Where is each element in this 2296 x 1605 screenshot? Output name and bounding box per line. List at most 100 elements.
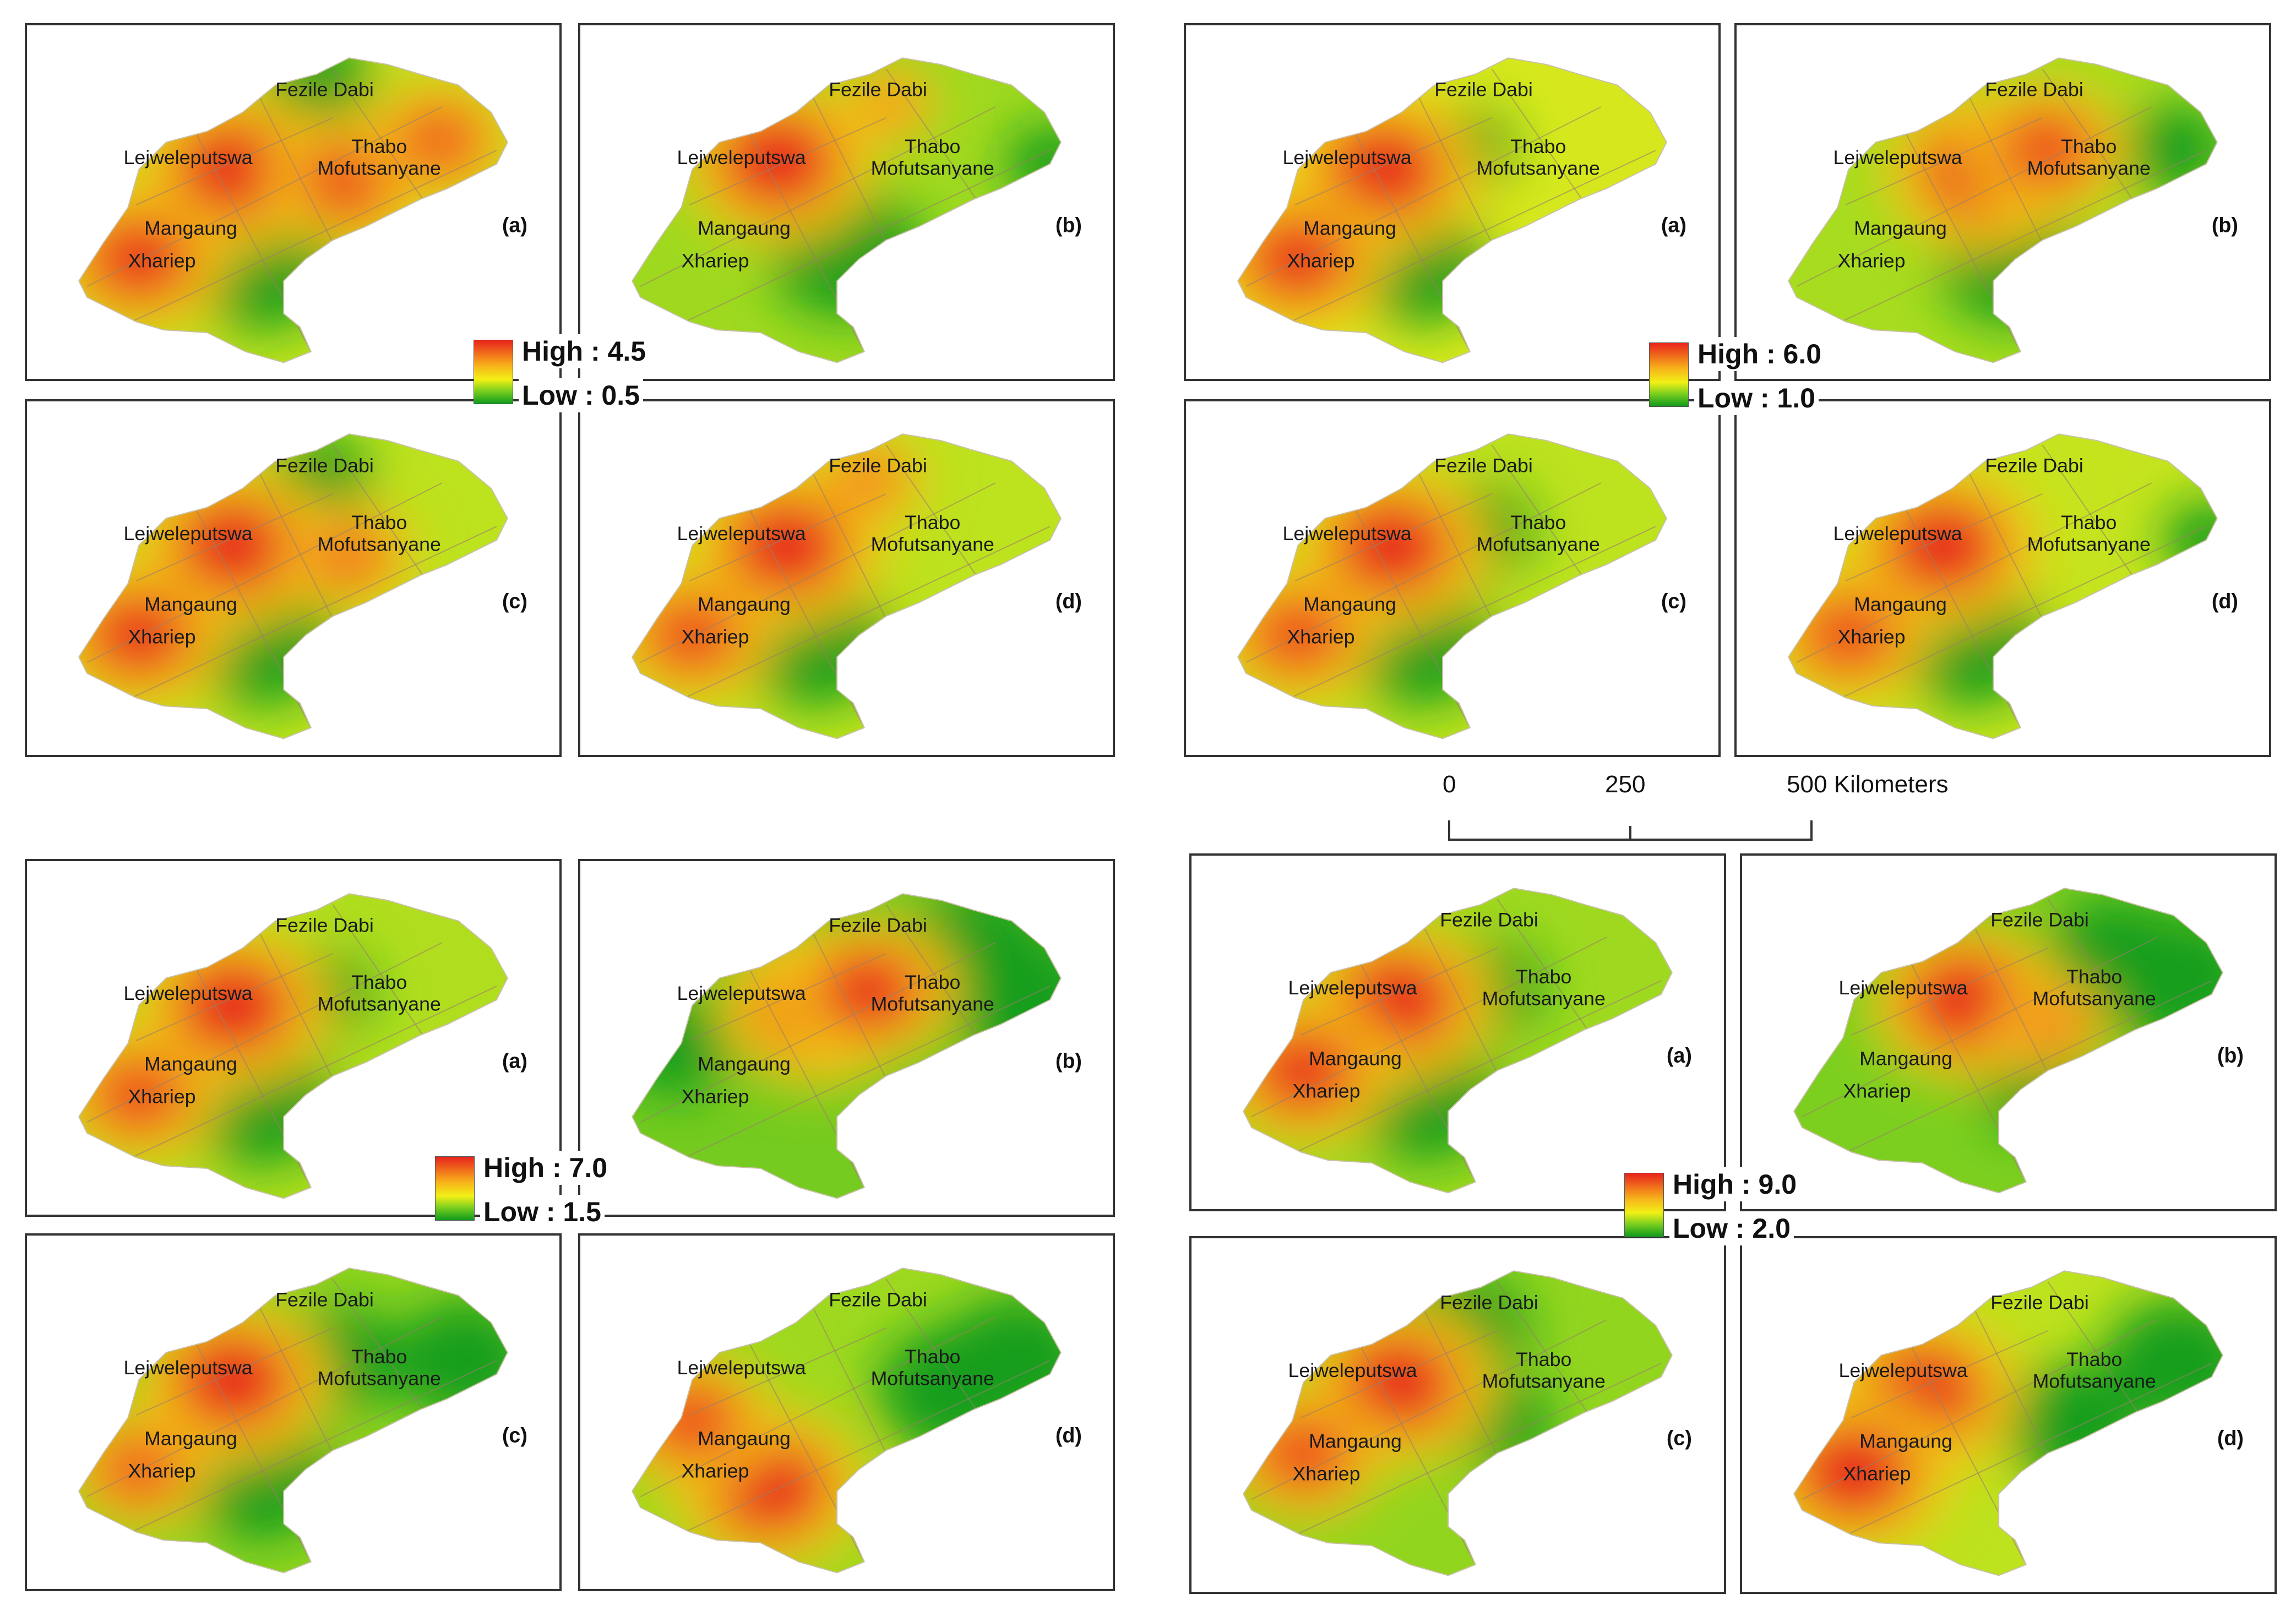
district-boundary [135, 1327, 333, 1416]
hot-spot [641, 594, 743, 676]
district-label: Thabo [1510, 135, 1566, 157]
district-label: Fezile Dabi [1440, 1291, 1538, 1313]
province-outline [78, 893, 508, 1199]
district-boundary [1851, 1330, 2048, 1418]
province-outline [632, 433, 1062, 739]
cold-spot [266, 58, 372, 124]
district-label: Mofutsanyane [871, 157, 994, 179]
panel-label: (a) [502, 1049, 527, 1072]
province-outline [1237, 433, 1667, 739]
province-outline [78, 433, 508, 739]
map-panel: Fezile Dabi Thabo Mofutsanyane Lejweleputsw… [578, 399, 1115, 757]
district-label: Xhariep [1292, 1080, 1360, 1102]
district-label: Fezile Dabi [1434, 78, 1533, 100]
map-panel: Fezile Dabi Thabo Mofutsanyane Lejweleputsw… [1740, 853, 2277, 1211]
district-label: Thabo [1510, 512, 1566, 534]
cold-spot [2103, 914, 2223, 1045]
hot-spot [84, 214, 194, 304]
panel-label: (c) [502, 1423, 527, 1446]
district-label: Thabo [351, 1346, 407, 1368]
district-boundary [86, 942, 443, 1123]
district-boundary [86, 1316, 443, 1497]
district-label: Thabo [905, 512, 960, 534]
district-label: Lejweleputswa [677, 523, 806, 545]
district-label: Mofutsanyane [1482, 1370, 1606, 1392]
district-label: Mofutsanyane [2033, 1370, 2156, 1392]
district-label: Lejweleputswa [123, 1357, 252, 1379]
cold-spot [632, 996, 734, 1096]
district-boundary [640, 1316, 996, 1497]
district-boundary [689, 493, 886, 581]
district-boundary [1278, 980, 1662, 1161]
legend-color-ramp [1649, 342, 1689, 407]
district-label: Thabo [905, 1346, 960, 1368]
province-outline [1788, 57, 2218, 363]
panel-label: (d) [1055, 1423, 1082, 1446]
district-label: Fezile Dabi [1985, 454, 2083, 476]
district-boundary [1251, 1319, 1607, 1500]
hot-spot [858, 79, 920, 128]
district-boundary [114, 526, 497, 707]
hot-spot [1243, 214, 1353, 304]
district-label: Xhariep [128, 250, 195, 272]
district-boundary [689, 953, 886, 1041]
district-label: Lejweleputswa [1838, 977, 1967, 999]
district-label: Thabo [351, 971, 407, 993]
district-label: Mangaung [1854, 217, 1947, 239]
district-boundary [667, 150, 1051, 331]
district-boundary [689, 117, 886, 205]
hot-spot [84, 590, 194, 680]
district-label: Xhariep [128, 1086, 195, 1108]
district-label: Xhariep [681, 250, 749, 272]
district-boundary [1796, 106, 2152, 287]
district-label: Mangaung [1309, 1047, 1402, 1069]
scale-bar: 0 250 500 Kilometers [1410, 771, 1960, 853]
district-label: Mofutsanyane [2027, 534, 2151, 556]
district-label: Xhariep [1837, 626, 1905, 648]
legend-b: High : 6.0 Low : 1.0 [1649, 337, 1869, 425]
district-boundary [1824, 526, 2207, 707]
district-label: Mangaung [144, 593, 237, 615]
district-label: Fezile Dabi [275, 1288, 374, 1310]
district-label: Xhariep [1287, 250, 1354, 272]
province-outline [1237, 57, 1667, 363]
district-boundary [1802, 937, 2158, 1117]
district-label: Mofutsanyane [318, 1368, 441, 1390]
district-label: Lejweleputswa [1288, 977, 1417, 999]
district-label: Fezile Dabi [1434, 454, 1533, 476]
district-label: Mofutsanyane [318, 157, 441, 179]
hot-spot [393, 103, 485, 177]
district-label: Mangaung [1309, 1430, 1402, 1452]
district-label: Lejweleputswa [123, 523, 252, 545]
legend-d: High : 9.0 Low : 2.0 [1624, 1167, 1845, 1255]
district-label: Thabo [351, 512, 407, 534]
scale-bar-line [1448, 820, 1813, 841]
district-label: Xhariep [128, 1460, 195, 1482]
district-label: Mofutsanyane [871, 1368, 994, 1390]
map-panel: Fezile Dabi Thabo Mofutsanyane Lejweleputsw… [578, 859, 1115, 1217]
panel-label: (c) [1661, 589, 1686, 612]
district-label: Mangaung [1859, 1430, 1952, 1452]
hot-spot [1323, 122, 1444, 220]
panel-label: (d) [2217, 1426, 2244, 1449]
district-label: Mangaung [1303, 593, 1396, 615]
district-boundary [114, 150, 497, 331]
district-boundary [1273, 150, 1656, 331]
district-label: Fezile Dabi [829, 454, 927, 476]
district-label: Fezile Dabi [275, 914, 374, 936]
district-boundary [114, 1360, 497, 1541]
scale-tick-250: 250 [1605, 771, 1646, 798]
district-boundary [1845, 493, 2043, 581]
cold-spot [942, 1294, 1061, 1425]
legend-color-ramp [435, 1156, 475, 1221]
district-label: Lejweleputswa [1282, 523, 1411, 545]
district-label: Thabo [2066, 966, 2122, 988]
district-label: Thabo [2066, 1348, 2122, 1370]
district-label: Fezile Dabi [275, 78, 374, 100]
